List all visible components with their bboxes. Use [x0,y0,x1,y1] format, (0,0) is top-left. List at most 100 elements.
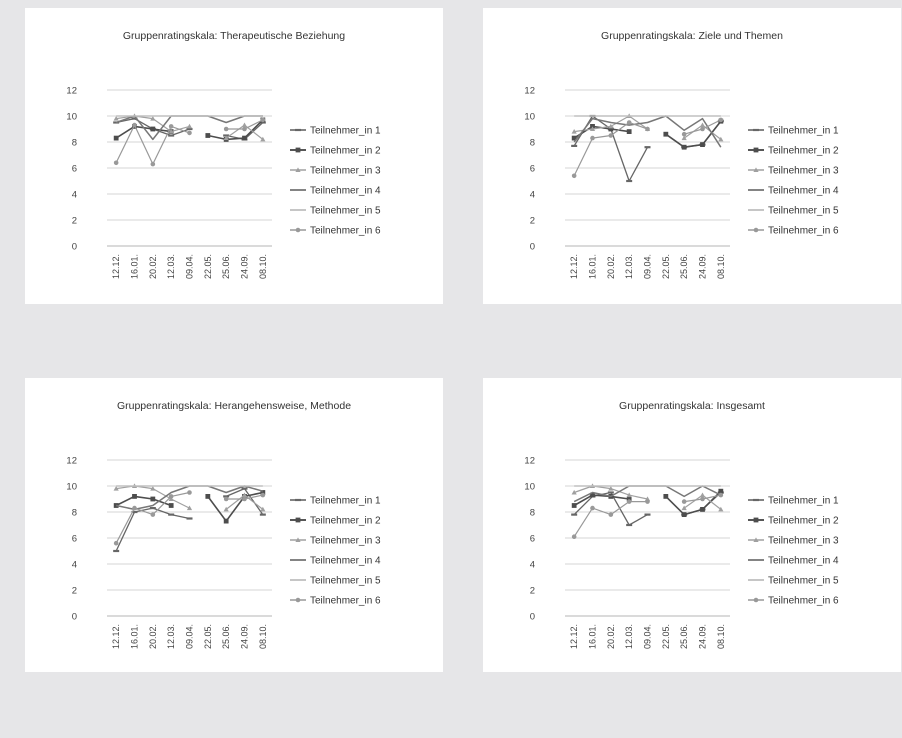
x-tick-label: 16.01. [588,254,598,279]
data-point [718,117,724,123]
data-point [168,496,174,501]
x-tick-label: 22.05. [203,254,213,279]
x-tick-label: 16.01. [130,624,140,649]
data-point [608,133,614,138]
x-tick-label: 20.02. [606,624,616,649]
data-point [626,120,632,125]
data-point [718,492,724,498]
legend-label: Teilnehmer_in 1 [310,496,381,507]
y-tick-label: 6 [530,164,535,175]
data-point [150,512,156,517]
data-point [223,518,229,524]
data-point [260,490,266,495]
legend-label: Teilnehmer_in 6 [768,596,839,607]
x-tick-label: 24.09. [240,254,250,279]
data-point [132,122,137,128]
data-point [132,505,137,511]
series-line [207,119,264,141]
data-point [260,506,266,512]
data-point [663,494,669,499]
data-point [681,505,687,511]
data-point [168,129,174,134]
series-3 [571,483,724,512]
chart-panel-therapeutische-beziehung: Gruppenratingskala: Therapeutische Bezie… [25,8,443,304]
series-3 [113,483,266,512]
legend-label: Teilnehmer_in 3 [310,166,381,177]
y-tick-label: 8 [530,138,535,149]
x-tick-label: 24.09. [240,624,250,649]
x-tick-label: 09.04. [185,254,195,279]
x-tick-label: 16.01. [130,254,140,279]
data-point [260,136,266,142]
data-point [113,540,119,546]
legend-label: Teilnehmer_in 4 [310,556,381,567]
legend-label: Teilnehmer_in 2 [768,516,839,527]
data-point [718,488,724,494]
legend-marker [753,167,759,172]
x-tick-label: 22.05. [203,624,213,649]
y-tick-label: 10 [66,482,77,493]
x-tick-label: 12.12. [569,624,579,649]
data-point [608,126,614,132]
y-tick-label: 4 [72,190,77,201]
y-tick-label: 6 [72,534,77,545]
data-point [681,131,687,137]
series-line [573,500,648,538]
series-1 [113,487,266,553]
legend-label: Teilnehmer_in 5 [310,206,381,217]
series-4 [573,115,722,148]
chart-title: Gruppenratingskala: Ziele und Themen [601,30,783,42]
y-tick-label: 8 [72,508,77,519]
data-point [663,131,669,137]
chart-svg: Gruppenratingskala: Therapeutische Bezie… [66,30,381,279]
x-tick-label: 24.09. [698,624,708,649]
chart-title: Gruppenratingskala: Insgesamt [619,400,765,412]
data-point [590,505,595,511]
series-2 [571,118,724,150]
data-point [700,496,705,502]
x-tick-label: 12.12. [111,254,121,279]
y-tick-label: 0 [530,242,535,253]
series-line [115,495,172,507]
data-point [132,494,137,499]
legend-label: Teilnehmer_in 6 [310,226,381,237]
data-point [150,486,156,491]
x-tick-label: 16.01. [588,624,598,649]
data-point [205,133,211,138]
legend-marker [295,517,301,523]
y-tick-label: 2 [72,586,77,597]
chart-panel-herangehensweise-methode: Gruppenratingskala: Herangehensweise, Me… [25,378,443,672]
legend-label: Teilnehmer_in 5 [768,206,839,217]
data-point [150,161,156,167]
data-point [113,135,119,141]
series-6 [113,117,266,167]
y-tick-label: 0 [72,612,77,623]
data-point [700,126,705,132]
y-tick-label: 10 [524,112,535,123]
data-point [150,126,156,132]
chart-svg: Gruppenratingskala: Insgesamt 0 2 4 6 8 10 12 12… [524,400,839,649]
data-point [571,534,577,539]
x-tick-label: 08.10. [258,254,268,279]
x-tick-label: 12.12. [111,624,121,649]
legend-label: Teilnehmer_in 4 [768,186,839,197]
legend-marker [753,537,759,542]
legend-label: Teilnehmer_in 5 [310,576,381,587]
x-tick-label: 09.04. [185,624,195,649]
legend-label: Teilnehmer_in 1 [310,126,381,137]
series-6 [571,117,724,179]
y-tick-label: 0 [530,612,535,623]
data-point [571,173,577,179]
legend-marker [753,597,759,603]
legend-label: Teilnehmer_in 6 [310,596,381,607]
y-tick-label: 10 [524,482,535,493]
data-point [571,129,577,134]
x-tick-label: 09.04. [643,254,653,279]
legend-label: Teilnehmer_in 6 [768,226,839,237]
y-tick-label: 6 [530,534,535,545]
x-tick-label: 12.03. [166,624,176,649]
x-tick-label: 25.06. [221,624,231,649]
y-tick-label: 6 [72,164,77,175]
chart-title: Gruppenratingskala: Herangehensweise, Me… [117,400,351,412]
y-tick-label: 8 [72,138,77,149]
